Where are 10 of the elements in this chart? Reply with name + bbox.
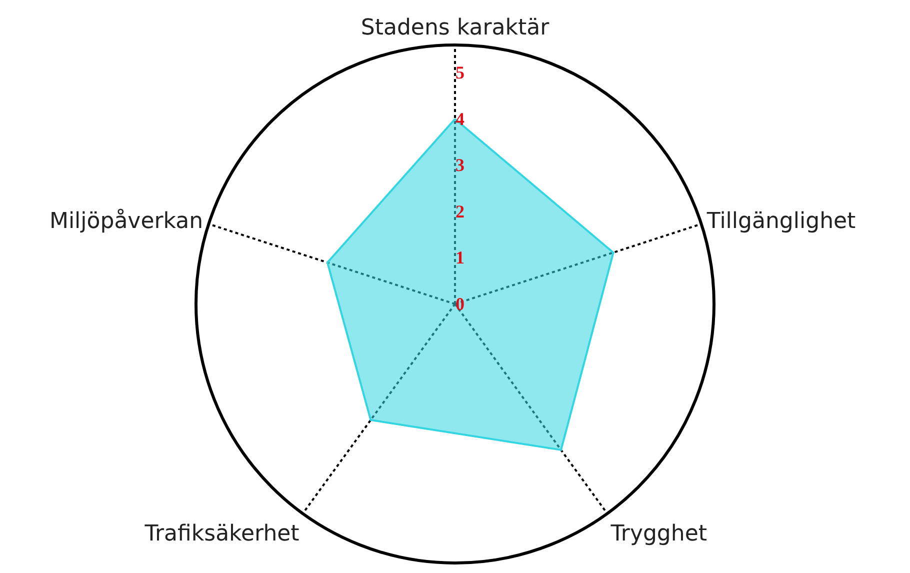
spoke-label: Stadens karaktär [360, 16, 550, 41]
y-tick-label: 2 [456, 201, 464, 222]
y-tick-label: 0 [456, 294, 464, 314]
y-tick-label: 1 [456, 248, 464, 268]
spoke-label: Trygghet [610, 522, 708, 547]
spoke-label: Trafiksäkerhet [144, 522, 300, 547]
spoke-label: Miljöpåverkan [49, 208, 204, 234]
spoke-label: Tillgänglighet [706, 209, 856, 234]
y-tick-label: 3 [456, 155, 464, 176]
y-tick-label: 5 [456, 62, 464, 83]
